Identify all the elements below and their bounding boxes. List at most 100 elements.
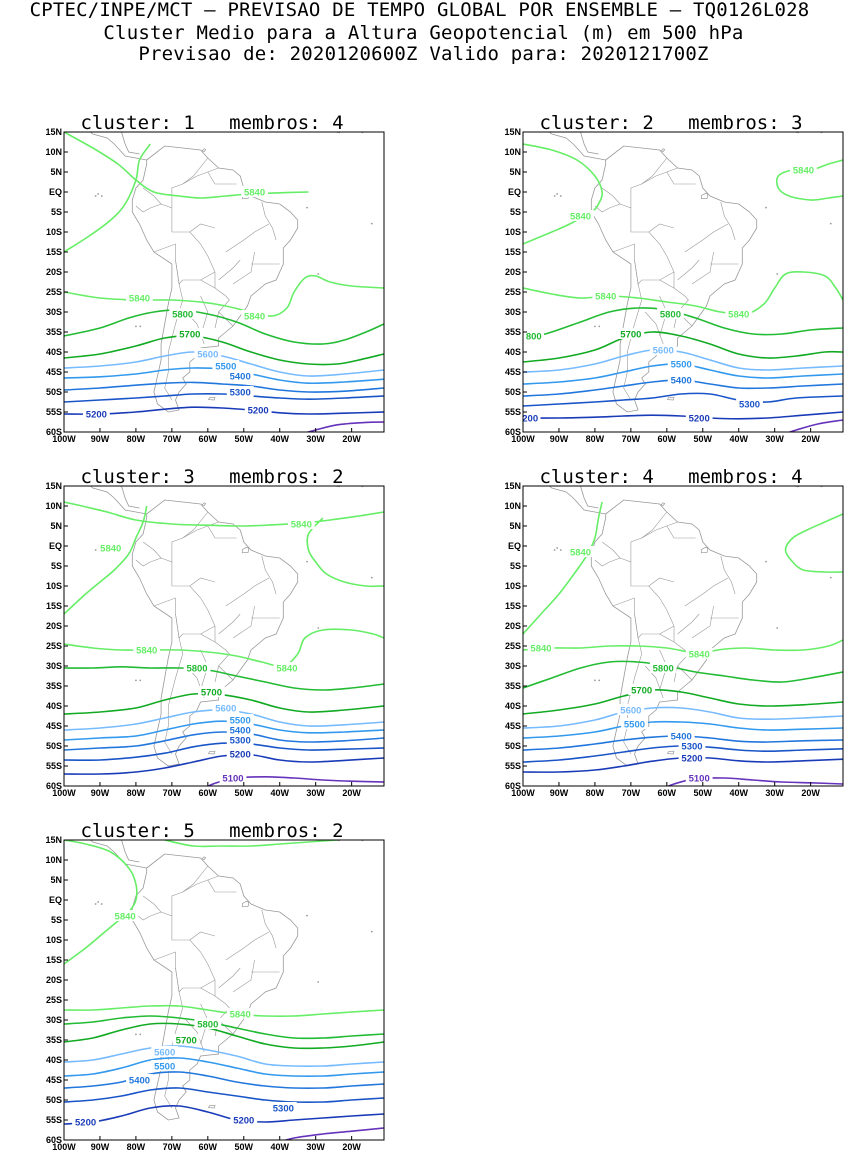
lon-tick-label: 90W [91, 788, 110, 798]
lat-tick-label: 35S [46, 327, 62, 337]
lat-tick-label: 20S [46, 267, 62, 277]
country-border [648, 223, 675, 233]
contour-label-5800: 5800 [197, 1020, 218, 1031]
contour-label-5840: 5840 [129, 294, 150, 305]
contour-5600 [64, 351, 384, 377]
contour-label-5840: 5840 [595, 292, 616, 303]
small-island [598, 325, 601, 328]
contour-label-bg [226, 724, 254, 735]
lat-tick-label: 55S [505, 761, 521, 771]
contour-label-5600: 5600 [215, 704, 236, 715]
lat-tick-label: 5S [51, 561, 62, 571]
country-border [648, 577, 675, 587]
small-island [829, 576, 832, 579]
contour-5100 [787, 419, 843, 432]
lat-tick-label: 35S [505, 681, 521, 691]
contour-5700 [64, 1022, 384, 1050]
contour-label-5800: 5800 [186, 664, 207, 675]
contour-5840 [164, 840, 338, 848]
contour-map: 5840 5840 5840 5840 800 5800 5700 5600 5500 5400 5… [504, 127, 844, 444]
lat-tick-label: 15S [46, 601, 62, 611]
contour-label-bg [667, 358, 695, 369]
south-america-coastline [590, 499, 758, 767]
contour-label-bg [230, 1114, 258, 1125]
contour-label-bg [226, 386, 254, 397]
lat-tick-label: 15S [46, 247, 62, 257]
lat-tick-label: 45S [46, 367, 62, 377]
small-island [370, 576, 373, 579]
contour-label-5200: 5200 [248, 406, 269, 417]
country-border [189, 931, 216, 941]
island-outline [700, 192, 709, 200]
small-island [139, 1033, 142, 1036]
lat-tick-label: 50S [505, 387, 521, 397]
lat-tick-label: 45S [505, 721, 521, 731]
lon-tick-label: 20W [342, 434, 361, 444]
lat-tick-label: 55S [46, 1115, 62, 1125]
island-outline [666, 750, 675, 755]
lon-tick-label: 100W [52, 788, 76, 798]
country-border [182, 167, 219, 185]
island-outline [207, 1104, 216, 1109]
lat-tick-label: 50S [46, 741, 62, 751]
cluster-panel-5: cluster: 5 membros: 2 5840 5840 5800 5700 56… [42, 820, 402, 1152]
contour-label-5700: 5700 [620, 330, 641, 341]
contour-label-bg [72, 1116, 99, 1127]
contour-label-bg [212, 702, 240, 713]
contour-label-bg [519, 412, 541, 423]
lon-tick-label: 40W [729, 788, 748, 798]
contour-label-bg [667, 374, 695, 385]
contour-5400 [64, 1071, 384, 1090]
panel-title: cluster: 2 membros: 3 [539, 112, 803, 134]
lon-tick-label: 100W [52, 434, 76, 444]
contour-5800 [64, 309, 384, 345]
contour-5700 [64, 334, 384, 366]
contour-label-bg [685, 412, 713, 423]
lat-tick-label: 10N [45, 855, 62, 865]
lat-tick-label: 10N [504, 501, 521, 511]
lon-tick-label: 50W [235, 788, 254, 798]
country-border [218, 259, 241, 281]
small-island [553, 549, 556, 551]
country-border [135, 895, 162, 921]
central-america-coastline [89, 132, 147, 161]
country-border [207, 879, 237, 893]
contour-labels: 5840 5840 5840 5840 800 5800 5700 5600 5500 5400 5… [519, 164, 817, 425]
small-island [139, 325, 142, 328]
lon-tick-label: 30W [306, 788, 325, 798]
country-border [666, 171, 696, 185]
contour-5400 [64, 731, 384, 751]
contour-label-5840: 5840 [136, 646, 157, 657]
lat-tick-label: 25S [46, 641, 62, 651]
south-america-coastline [131, 499, 299, 767]
contour-label-5300: 5300 [681, 742, 702, 753]
island-outline [700, 546, 709, 554]
lat-tick-label: 60S [505, 427, 521, 437]
contour-label-5500: 5500 [230, 716, 251, 727]
contour-label-5700: 5700 [179, 330, 200, 341]
island-outline [201, 502, 207, 507]
contour-label-bg [241, 310, 268, 321]
island-outline [660, 148, 666, 153]
lon-tick-label: 20W [342, 788, 361, 798]
contour-label-bg [183, 662, 211, 673]
lon-tick-label: 90W [550, 788, 569, 798]
lat-tick-label: 45S [46, 1075, 62, 1085]
lat-tick-label: 15S [46, 955, 62, 965]
country-border [189, 223, 216, 233]
island-outline [660, 502, 666, 507]
contour-label-bg [198, 686, 225, 697]
contour-5400 [64, 381, 384, 393]
lon-tick-label: 60W [199, 1142, 218, 1152]
lon-tick-label: 50W [235, 434, 254, 444]
country-border [594, 187, 621, 213]
island-outline [241, 900, 250, 908]
country-border [225, 223, 270, 253]
contour-5840 [64, 501, 384, 527]
contour-label-bg [133, 644, 161, 655]
lon-tick-label: 70W [622, 434, 641, 444]
contour-label-5200: 5200 [233, 1116, 254, 1127]
contour-5600 [523, 348, 843, 373]
country-border [641, 167, 678, 185]
